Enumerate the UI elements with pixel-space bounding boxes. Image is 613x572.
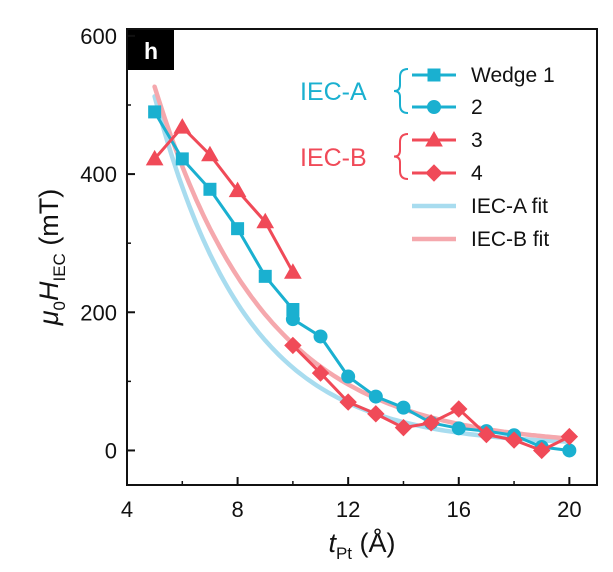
data-point: [173, 118, 192, 134]
group-label-iec-b: IEC-B: [300, 144, 367, 172]
legend: Wedge 1 2 3 4 IEC-A fit IEC-B fit IEC-A IEC-B: [300, 64, 555, 251]
data-point: [145, 149, 164, 166]
legend-fit-label: IEC-B fit: [471, 228, 549, 251]
group-label-iec-a: IEC-A: [300, 78, 367, 106]
data-point: [231, 222, 245, 236]
series-1: [148, 105, 300, 317]
data-point: [256, 212, 275, 229]
data-point: [148, 105, 162, 119]
data-point: [505, 431, 523, 449]
legend-fit-label: IEC-A fit: [471, 195, 548, 218]
data-point: [477, 425, 496, 444]
data-point: [313, 329, 328, 344]
data-point: [396, 400, 411, 415]
data-point: [560, 427, 579, 446]
data-point: [203, 182, 217, 196]
x-tick-label: 16: [447, 497, 471, 522]
series-4: [284, 336, 579, 460]
data-point: [284, 263, 302, 279]
data-point: [175, 152, 189, 166]
panel-label: h: [144, 38, 158, 64]
y-tick-label: 200: [80, 300, 117, 325]
data-series: [145, 105, 579, 460]
data-point: [450, 400, 468, 418]
y-tick-label: 0: [105, 438, 117, 463]
data-point: [228, 181, 247, 198]
legend-label: 2: [471, 96, 483, 119]
x-tick-label: 4: [121, 497, 133, 522]
data-point: [532, 441, 551, 460]
group-brace: [393, 133, 409, 180]
data-point: [367, 405, 385, 423]
data-point: [422, 414, 440, 432]
data-point: [311, 364, 330, 382]
legend-marker: [425, 130, 443, 147]
legend-label: 3: [471, 129, 483, 152]
y-tick-label: 400: [80, 162, 117, 187]
data-point: [339, 393, 357, 411]
data-point: [258, 269, 272, 283]
x-tick-label: 12: [336, 497, 360, 522]
x-tick-label: 20: [557, 497, 581, 522]
x-tick-label: 8: [231, 497, 243, 522]
legend-label: Wedge 1: [471, 64, 555, 87]
data-point: [451, 421, 466, 436]
legend-label: 4: [471, 162, 483, 185]
fit-curves: [152, 84, 572, 444]
y-tick-label: 600: [80, 24, 117, 49]
data-point: [368, 389, 383, 404]
legend-marker: [427, 100, 441, 114]
data-point: [201, 145, 219, 162]
legend-marker: [427, 68, 441, 82]
data-point: [284, 336, 302, 355]
data-point: [394, 418, 413, 437]
plot-frame: [126, 28, 598, 486]
data-point: [285, 312, 300, 327]
data-point: [562, 443, 577, 458]
x-axis-label: tPt (Å): [328, 527, 395, 563]
fit-curve-iec-b: [152, 84, 572, 441]
group-brace: [393, 68, 409, 114]
series-3: [145, 118, 302, 279]
legend-marker: [425, 164, 443, 182]
panel-label-box: [128, 30, 174, 70]
data-point: [341, 369, 356, 384]
y-axis-label: μ0HIEC (mT): [34, 189, 69, 327]
